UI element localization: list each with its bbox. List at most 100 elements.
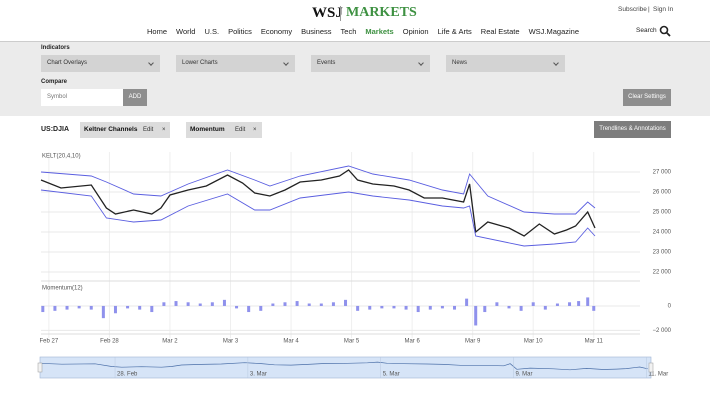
momentum-bar	[507, 305, 511, 309]
symbol: US:DJIA	[41, 126, 70, 133]
momentum-bar	[368, 305, 372, 310]
dropdown[interactable]: Events	[311, 55, 430, 72]
momentum-bar	[577, 301, 581, 306]
y-tick-label: 24 000	[653, 230, 672, 236]
indicators-label: Indicators	[41, 45, 70, 51]
navigator-label: 3. Mar	[250, 372, 267, 378]
y-tick-label: 25 000	[653, 210, 672, 216]
momentum-bar	[331, 302, 335, 306]
momentum-bar	[126, 305, 130, 309]
add-button[interactable]: ADD	[123, 89, 147, 106]
compare-label: Compare	[41, 79, 68, 85]
nav-item[interactable]: WSJ.Magazine	[528, 27, 579, 36]
momentum-bar	[186, 302, 190, 306]
indicator-title: KELT(20,4,10)	[42, 154, 81, 160]
momentum-bar	[198, 303, 202, 306]
momentum-bar	[113, 305, 117, 314]
nav-item[interactable]: Tech	[340, 27, 357, 36]
navigator-handle	[648, 362, 654, 373]
momentum-bar	[404, 305, 408, 310]
nav-item[interactable]: Business	[301, 27, 332, 36]
nav: Home World U.S. Politics Economy Busines…	[147, 27, 579, 36]
dropdown[interactable]: Lower Charts	[176, 55, 295, 72]
momentum-bar	[344, 299, 348, 306]
nav-item[interactable]: U.S.	[204, 27, 220, 36]
logo[interactable]: WSJ	[312, 5, 343, 21]
momentum-bar	[259, 305, 263, 311]
momentum-bar	[380, 305, 384, 309]
series-line	[40, 169, 596, 237]
nav-item[interactable]: Markets	[365, 27, 394, 36]
momentum-bar	[495, 302, 499, 306]
y-tick-label: −2 000	[652, 328, 671, 334]
momentum-bar	[474, 305, 478, 326]
y-tick-label: 27 000	[653, 170, 672, 176]
series-line	[40, 189, 596, 247]
momentum-bar	[586, 297, 590, 306]
section-logo[interactable]: MARKETS	[346, 5, 417, 20]
momentum-bar	[138, 305, 142, 310]
momentum-bar	[519, 305, 523, 311]
x-tick-label: Feb 28	[100, 339, 119, 345]
y-tick-label: 0	[668, 304, 672, 310]
momentum-bar	[271, 303, 275, 306]
x-tick-label: Mar 6	[404, 339, 420, 345]
navigator-handle	[37, 362, 43, 373]
separator: |	[648, 6, 650, 13]
chip-remove[interactable]: ×	[162, 127, 166, 133]
divider	[0, 41, 710, 42]
momentum-bar	[531, 302, 535, 306]
momentum-bar	[307, 303, 311, 306]
logo-divider	[340, 6, 341, 21]
momentum-bar	[222, 299, 226, 306]
chip-name: Keltner Channels	[84, 126, 138, 133]
x-tick-label: Mar 3	[223, 339, 239, 345]
chip-edit[interactable]: Edit	[143, 127, 154, 133]
x-tick-label: Mar 5	[344, 339, 360, 345]
momentum-bar	[453, 305, 457, 310]
y-tick-label: 26 000	[653, 190, 672, 196]
indicator-chip: Keltner Channels Edit ×	[80, 122, 170, 138]
chip-edit[interactable]: Edit	[235, 127, 246, 133]
momentum-bar	[283, 302, 287, 306]
subscribe[interactable]: Subscribe	[618, 6, 647, 13]
momentum-bar	[392, 305, 396, 309]
momentum-bar	[247, 305, 251, 313]
sign-in[interactable]: Sign In	[653, 6, 674, 13]
navigator-line	[39, 361, 648, 371]
nav-item[interactable]: World	[176, 27, 196, 36]
momentum-bar	[53, 305, 57, 311]
nav-item[interactable]: Economy	[260, 27, 293, 36]
chip-remove[interactable]: ×	[253, 127, 257, 133]
momentum-bar	[592, 305, 596, 311]
nav-item[interactable]: Home	[147, 27, 168, 36]
nav-item[interactable]: Opinion	[402, 27, 429, 36]
nav-item[interactable]: Politics	[228, 27, 252, 36]
momentum-bar	[568, 302, 572, 306]
momentum-bar	[428, 305, 432, 310]
symbol-input[interactable]: Symbol	[41, 89, 123, 106]
search[interactable]: Search	[636, 27, 657, 34]
momentum-bar	[356, 305, 360, 311]
chip-name: Momentum	[190, 126, 225, 133]
nav-item[interactable]: Life & Arts	[437, 27, 472, 36]
dropdown[interactable]: News	[446, 55, 565, 72]
x-tick-label: Mar 4	[283, 339, 299, 345]
momentum-bar	[89, 305, 93, 310]
dropdown[interactable]: Chart Overlays	[41, 55, 160, 72]
trendlines-button[interactable]: Trendlines & Annotations	[594, 121, 671, 138]
x-tick-label: Mar 9	[465, 339, 481, 345]
x-tick-label: Mar 10	[524, 339, 543, 345]
indicator-title: Momentum(12)	[42, 286, 83, 292]
momentum-bar	[319, 303, 323, 306]
clear-settings[interactable]: Clear Settings	[623, 89, 671, 106]
momentum-bar	[210, 302, 214, 306]
x-tick-label: Feb 27	[40, 339, 59, 345]
nav-item[interactable]: Real Estate	[480, 27, 520, 36]
y-tick-label: 23 000	[653, 250, 672, 256]
momentum-bar	[150, 305, 154, 313]
momentum-bar	[295, 301, 299, 306]
momentum-bar	[174, 301, 178, 306]
